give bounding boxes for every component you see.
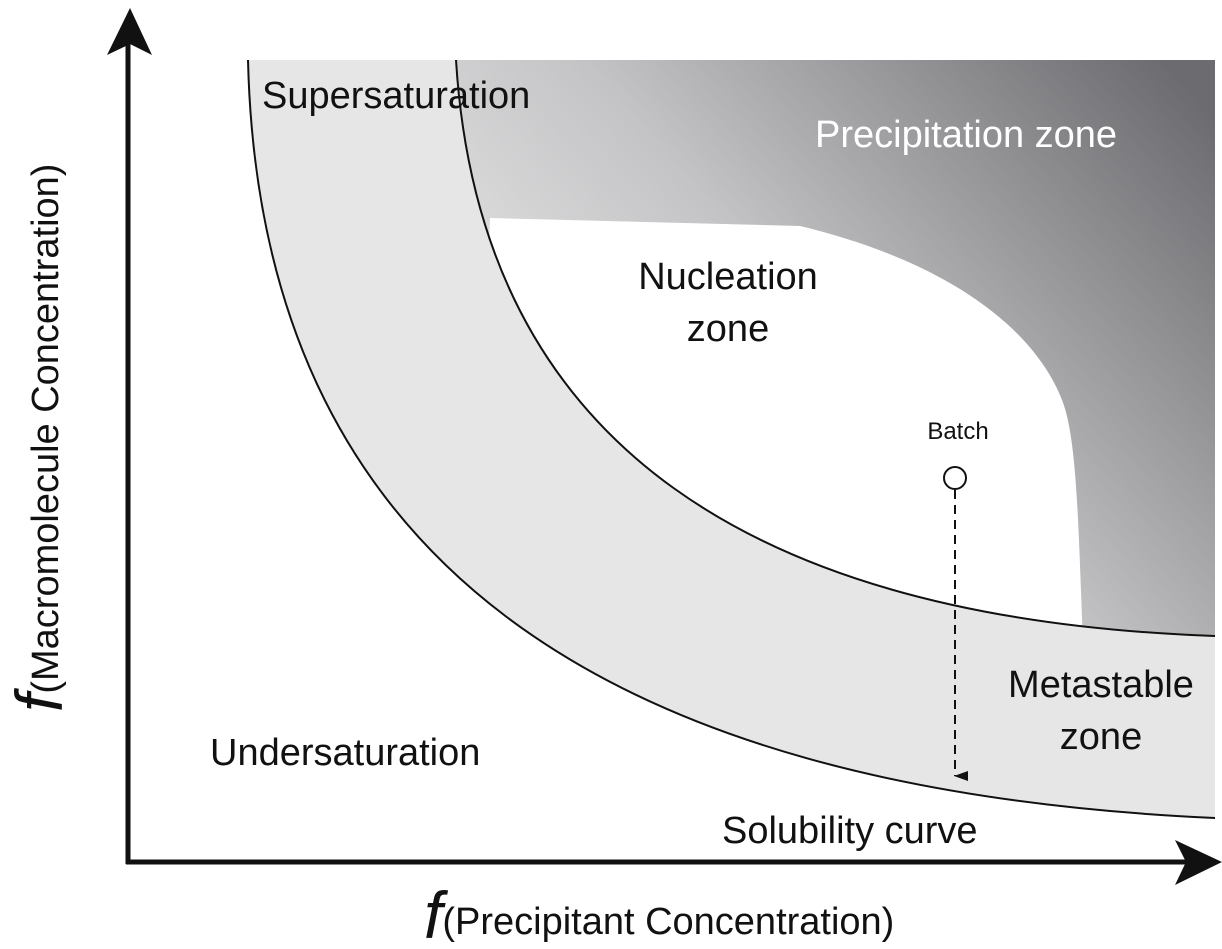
metastable-label: zone xyxy=(1060,716,1142,758)
x-axis-text: (Precipitant Concentration) xyxy=(442,901,894,943)
x-axis-label: f(Precipitant Concentration) xyxy=(424,878,894,949)
curve-label: Solubility curve xyxy=(722,810,978,852)
batch-point xyxy=(943,466,967,490)
y-axis-arrow xyxy=(107,8,152,55)
batch-label: Batch xyxy=(927,418,988,445)
labile-region xyxy=(456,60,1215,636)
supersaturation-label: Supersaturation xyxy=(262,75,530,117)
y-axis-text: (Macromolecule Concentration) xyxy=(25,164,67,694)
nucleation-label: zone xyxy=(687,308,769,350)
solubility-curve xyxy=(247,59,1216,819)
undersaturation-label: Undersaturation xyxy=(210,732,480,774)
y-axis-label: f(Macromolecule Concentration) xyxy=(2,164,76,712)
nucleation-label: Nucleation xyxy=(638,256,818,298)
precipitation-label: Precipitation zone xyxy=(815,114,1117,156)
metastable-label: Metastable xyxy=(1008,664,1194,706)
metastable-band xyxy=(248,60,1215,818)
x-axis-arrow xyxy=(1175,840,1222,885)
supersolubility-curve xyxy=(455,59,1216,637)
